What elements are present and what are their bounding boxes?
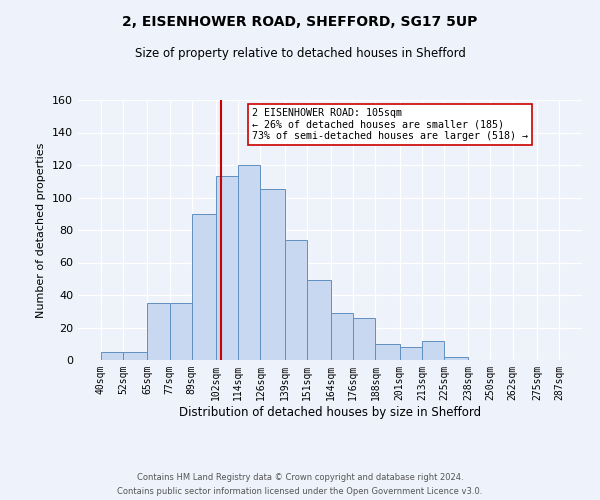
Bar (331, 313, 353, 360)
Bar (216, 176, 238, 360)
X-axis label: Distribution of detached houses by size in Shefford: Distribution of detached houses by size … (179, 406, 481, 418)
Text: Contains HM Land Registry data © Crown copyright and database right 2024.: Contains HM Land Registry data © Crown c… (137, 472, 463, 482)
Text: 2, EISENHOWER ROAD, SHEFFORD, SG17 5UP: 2, EISENHOWER ROAD, SHEFFORD, SG17 5UP (122, 15, 478, 29)
Text: 2 EISENHOWER ROAD: 105sqm
← 26% of detached houses are smaller (185)
73% of semi: 2 EISENHOWER ROAD: 105sqm ← 26% of detac… (252, 108, 528, 141)
Y-axis label: Number of detached properties: Number of detached properties (37, 142, 46, 318)
Bar (238, 165, 260, 360)
Text: Size of property relative to detached houses in Shefford: Size of property relative to detached ho… (134, 48, 466, 60)
Bar (192, 214, 216, 360)
Bar (170, 303, 192, 360)
Bar (353, 318, 376, 360)
Bar (260, 190, 284, 360)
Bar (376, 344, 400, 360)
Bar (400, 347, 422, 360)
Bar (101, 352, 123, 360)
Text: Contains public sector information licensed under the Open Government Licence v3: Contains public sector information licen… (118, 488, 482, 496)
Bar (284, 240, 307, 360)
Bar (123, 352, 147, 360)
Bar (444, 357, 468, 360)
Bar (307, 280, 331, 360)
Bar (422, 340, 444, 360)
Bar (147, 303, 170, 360)
